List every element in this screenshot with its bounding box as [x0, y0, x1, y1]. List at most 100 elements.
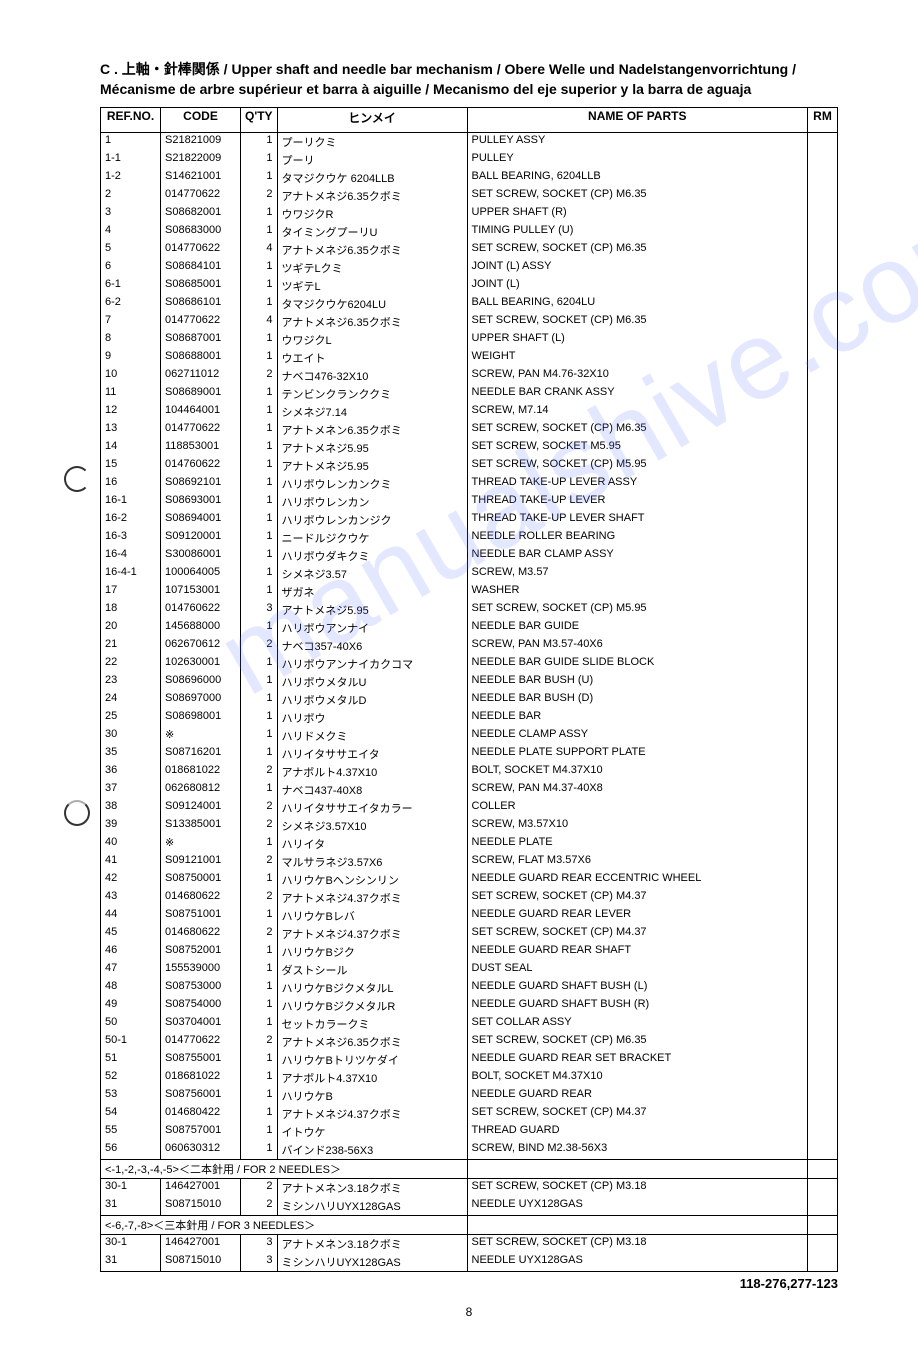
cell-qty: 2 — [241, 637, 278, 655]
cell-rm — [808, 457, 838, 475]
cell-pname: SET SCREW, SOCKET (CP) M6.35 — [467, 1033, 807, 1051]
cell-jname: ミシンハリUYX128GAS — [277, 1253, 467, 1272]
cell-rm — [808, 1197, 838, 1216]
table-row: 1S218210091プーリクミPULLEY ASSY — [101, 133, 838, 152]
cell-rm — [808, 151, 838, 169]
cell-jname: シメネジ3.57X10 — [277, 817, 467, 835]
cell-ref: 14 — [101, 439, 161, 457]
cell-pname: NEEDLE UYX128GAS — [467, 1197, 807, 1216]
cell-rm — [808, 799, 838, 817]
cell-code: S08715010 — [161, 1253, 241, 1272]
cell-qty: 1 — [241, 943, 278, 961]
table-row: 6S086841011ツギテLクミJOINT (L) ASSY — [101, 259, 838, 277]
cell-jname: アナトメネジ4.37クボミ — [277, 1105, 467, 1123]
cell-code: S08755001 — [161, 1051, 241, 1069]
cell-qty: 1 — [241, 133, 278, 152]
cell-qty: 1 — [241, 151, 278, 169]
cell-rm — [808, 331, 838, 349]
cell-qty: 4 — [241, 313, 278, 331]
cell-pname: SET SCREW, SOCKET (CP) M5.95 — [467, 457, 807, 475]
cell-pname: SCREW, M3.57 — [467, 565, 807, 583]
cell-jname: ツギテLクミ — [277, 259, 467, 277]
cell-ref: 55 — [101, 1123, 161, 1141]
cell-pname: NEEDLE GUARD REAR SHAFT — [467, 943, 807, 961]
cell-rm — [808, 1069, 838, 1087]
table-row: 25S086980011ハリボウNEEDLE BAR — [101, 709, 838, 727]
cell-jname: ハリボウメタルD — [277, 691, 467, 709]
table-row: 49S087540001ハリウケBジクメタルRNEEDLE GUARD SHAF… — [101, 997, 838, 1015]
cell-qty: 2 — [241, 367, 278, 385]
cell-jname: ウワジクR — [277, 205, 467, 223]
cell-qty: 1 — [241, 421, 278, 439]
col-qty: Q'TY — [241, 108, 278, 133]
cell-jname: ハリボウダキクミ — [277, 547, 467, 565]
cell-jname: アナボルト4.37X10 — [277, 1069, 467, 1087]
cell-qty: 1 — [241, 1051, 278, 1069]
table-row: 50147706224アナトメネジ6.35クボミSET SCREW, SOCKE… — [101, 241, 838, 259]
cell-jname: アナトメネジ5.95 — [277, 601, 467, 619]
cell-qty: 1 — [241, 529, 278, 547]
cell-pname: THREAD TAKE-UP LEVER ASSY — [467, 475, 807, 493]
cell-ref: 31 — [101, 1197, 161, 1216]
cell-rm — [808, 493, 838, 511]
cell-pname: BOLT, SOCKET M4.37X10 — [467, 763, 807, 781]
cell-ref: 40 — [101, 835, 161, 853]
cell-qty: 1 — [241, 1105, 278, 1123]
cell-jname: タイミングプーリU — [277, 223, 467, 241]
cell-pname: NEEDLE UYX128GAS — [467, 1253, 807, 1272]
cell-code: S09120001 — [161, 529, 241, 547]
cell-code: S08697000 — [161, 691, 241, 709]
cell-jname: アナトメネジ5.95 — [277, 457, 467, 475]
cell-rm — [808, 313, 838, 331]
cell-pname: SCREW, PAN M4.37-40X8 — [467, 781, 807, 799]
table-row: 11S086890011テンビンクランククミNEEDLE BAR CRANK A… — [101, 385, 838, 403]
cell-code: S08716201 — [161, 745, 241, 763]
cell-ref: 50-1 — [101, 1033, 161, 1051]
cell-rm — [808, 421, 838, 439]
table-row: 180147606223アナトメネジ5.95SET SCREW, SOCKET … — [101, 601, 838, 619]
cell-ref: 22 — [101, 655, 161, 673]
table-row: 6-2S086861011タマジクウケ6204LUBALL BEARING, 6… — [101, 295, 838, 313]
cell-jname: アナトメネジ6.35クボミ — [277, 187, 467, 205]
parts-table: REF.NO. CODE Q'TY ヒンメイ NAME OF PARTS RM … — [100, 107, 838, 1272]
cell-ref: 43 — [101, 889, 161, 907]
cell-jname: ウワジクL — [277, 331, 467, 349]
cell-qty: 1 — [241, 619, 278, 637]
cell-rm — [808, 475, 838, 493]
cell-ref: 39 — [101, 817, 161, 835]
cell-rm — [808, 1235, 838, 1254]
cell-pname: SET SCREW, SOCKET (CP) M4.37 — [467, 889, 807, 907]
cell-rm — [808, 133, 838, 152]
cell-ref: 17 — [101, 583, 161, 601]
cell-code: S08684101 — [161, 259, 241, 277]
cell-qty: 1 — [241, 511, 278, 529]
table-row: 370626808121ナベコ437-40X8SCREW, PAN M4.37-… — [101, 781, 838, 799]
cell-pname: JOINT (L) — [467, 277, 807, 295]
cell-rm — [808, 835, 838, 853]
cell-jname: ハリドメクミ — [277, 727, 467, 745]
cell-pname: SCREW, PAN M3.57-40X6 — [467, 637, 807, 655]
cell-rm — [808, 511, 838, 529]
cell-jname: タマジクウケ6204LU — [277, 295, 467, 313]
cell-pname: NEEDLE GUARD SHAFT BUSH (L) — [467, 979, 807, 997]
table-row: 4S086830001タイミングプーリUTIMING PULLEY (U) — [101, 223, 838, 241]
cell-code: 145688000 — [161, 619, 241, 637]
cell-ref: 6-1 — [101, 277, 161, 295]
cell-jname: アナトメネジ4.37クボミ — [277, 889, 467, 907]
cell-ref: 31 — [101, 1253, 161, 1272]
table-row: 50-10147706222アナトメネジ6.35クボミSET SCREW, SO… — [101, 1033, 838, 1051]
cell-jname: セットカラークミ — [277, 1015, 467, 1033]
table-row: 16-4-11000640051シメネジ3.57SCREW, M3.57 — [101, 565, 838, 583]
cell-pname: SET SCREW, SOCKET (CP) M6.35 — [467, 241, 807, 259]
table-row: 141188530011アナトメネジ5.95SET SCREW, SOCKET … — [101, 439, 838, 457]
cell-code: S08698001 — [161, 709, 241, 727]
cell-pname: BALL BEARING, 6204LLB — [467, 169, 807, 187]
table-row: 221026300011ハリボウアンナイカクコマNEEDLE BAR GUIDE… — [101, 655, 838, 673]
cell-jname: イトウケ — [277, 1123, 467, 1141]
table-row: 16-4S300860011ハリボウダキクミNEEDLE BAR CLAMP A… — [101, 547, 838, 565]
cell-code: 014760622 — [161, 457, 241, 475]
cell-pname: PULLEY ASSY — [467, 133, 807, 152]
cell-code: 014770622 — [161, 241, 241, 259]
cell-qty: 1 — [241, 961, 278, 979]
cell-ref: 7 — [101, 313, 161, 331]
